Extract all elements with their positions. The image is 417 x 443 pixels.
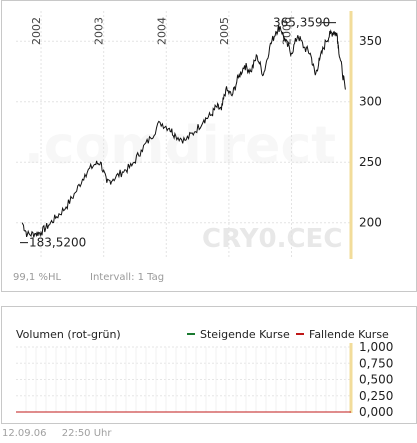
volume-y-tick-label: 0,000 <box>359 405 393 419</box>
year-label: 2003 <box>93 17 106 45</box>
price-series-line <box>21 25 346 238</box>
legend-rising-label: Steigende Kurse <box>200 328 290 341</box>
timestamp-footer: 12.09.06 22:50 Uhr <box>2 428 123 439</box>
year-label: 2002 <box>30 17 43 45</box>
footer-time: 22:50 Uhr <box>61 428 112 439</box>
volume-chart-panel: Volumen (rot-grün) Steigende Kurse Falle… <box>1 306 417 424</box>
y-tick-label: 300 <box>359 95 382 109</box>
volume-y-tick-label: 0,500 <box>359 373 393 387</box>
volume-y-tick-label: 0,250 <box>359 389 393 403</box>
watermark: .comdirect <box>24 116 336 176</box>
interval-info: Intervall: 1 Tag <box>90 272 164 283</box>
volume-title: Volumen (rot-grün) <box>16 328 121 341</box>
footer-date: 12.09.06 <box>2 428 47 439</box>
y-tick-label: 200 <box>359 216 382 230</box>
price-chart-panel: .comdirect CRY0.CEC 2002 2003 2004 2005 2006… <box>1 0 417 292</box>
min-label: 183,5200 <box>29 236 86 250</box>
price-chart: .comdirect CRY0.CEC 2002 2003 2004 2005 2006… <box>13 11 382 283</box>
symbol-watermark: CRY0.CEC <box>202 224 342 254</box>
hl-info: 99,1 %HL <box>13 272 61 283</box>
volume-y-tick-label: 1,000 <box>359 340 393 354</box>
volume-y-tick-label: 0,750 <box>359 356 393 370</box>
y-tick-label: 350 <box>359 34 382 48</box>
year-label: 2005 <box>218 17 231 45</box>
max-label: 365,3590 <box>273 16 330 30</box>
y-tick-label: 250 <box>359 155 382 169</box>
legend-falling-label: Fallende Kurse <box>309 328 389 341</box>
volume-chart: Volumen (rot-grün) Steigende Kurse Falle… <box>16 328 393 419</box>
year-label: 2004 <box>155 17 168 45</box>
